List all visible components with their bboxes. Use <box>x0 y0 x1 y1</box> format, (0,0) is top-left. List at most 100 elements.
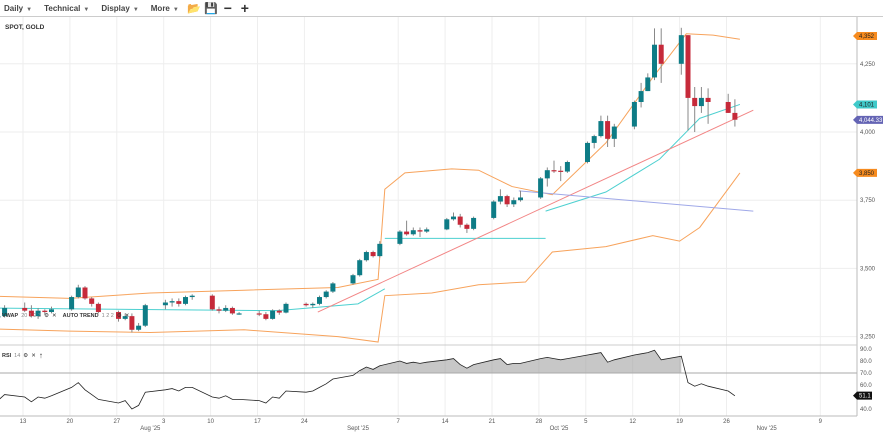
candle-down[interactable] <box>725 101 731 113</box>
candle-down[interactable] <box>605 121 611 139</box>
candle-up[interactable] <box>49 309 54 313</box>
candle-up[interactable] <box>544 170 550 179</box>
candle-down[interactable] <box>504 196 510 205</box>
close-icon[interactable]: ✕ <box>124 313 130 319</box>
candle-down[interactable] <box>176 301 182 304</box>
candle-up[interactable] <box>424 229 430 232</box>
candle-down[interactable] <box>216 309 222 311</box>
candle-up[interactable] <box>410 230 416 235</box>
gear-icon[interactable]: ⚙ <box>44 313 50 319</box>
candle-up[interactable] <box>323 291 329 298</box>
candle-up[interactable] <box>169 301 175 303</box>
candle-up[interactable] <box>518 197 523 201</box>
candle-down[interactable] <box>370 252 376 257</box>
candle-up[interactable] <box>451 216 456 220</box>
menu-daily[interactable]: Daily ▼ <box>4 4 32 13</box>
menu-display[interactable]: Display ▼ <box>101 4 138 13</box>
zoom-in-icon[interactable]: + <box>240 0 249 16</box>
rsi-tick-label: 40.0 <box>860 407 872 413</box>
candle-up[interactable] <box>317 297 322 304</box>
candle-down[interactable] <box>558 170 564 172</box>
candle-down[interactable] <box>256 313 262 315</box>
candle-up[interactable] <box>330 283 336 292</box>
candle-down[interactable] <box>129 316 135 330</box>
candle-up[interactable] <box>564 162 570 172</box>
zoom-out-icon[interactable]: − <box>223 0 232 16</box>
candle-down[interactable] <box>89 298 95 304</box>
candle-down[interactable] <box>417 230 423 232</box>
candle-up[interactable] <box>35 310 41 317</box>
candle-down[interactable] <box>692 97 698 107</box>
candle-up[interactable] <box>350 275 356 284</box>
candle-up[interactable] <box>611 126 617 139</box>
candle-up[interactable] <box>310 303 316 306</box>
candle-up[interactable] <box>652 44 657 78</box>
month-label: Nov '25 <box>757 426 778 432</box>
candle-up[interactable] <box>136 325 142 330</box>
candle-up[interactable] <box>223 307 229 311</box>
candle-up[interactable] <box>357 260 363 276</box>
candle-down[interactable] <box>303 303 309 306</box>
candle-down[interactable] <box>42 310 48 313</box>
candle-up[interactable] <box>678 35 684 64</box>
candle-up[interactable] <box>69 297 75 310</box>
candle-up[interactable] <box>162 302 168 306</box>
rsi-overbought-fill <box>359 350 682 373</box>
candle-down[interactable] <box>263 314 269 319</box>
gear-icon[interactable]: ⚙ <box>23 352 29 359</box>
candle-down[interactable] <box>82 287 88 299</box>
save-icon[interactable]: 💾 <box>203 2 218 15</box>
folder-open-icon[interactable]: 📂 <box>186 2 201 15</box>
close-icon[interactable]: ✕ <box>31 352 36 359</box>
menu-label: Display <box>101 3 130 13</box>
candle-up[interactable] <box>598 121 604 137</box>
candle-down[interactable] <box>116 312 121 319</box>
candle-up[interactable] <box>283 303 289 313</box>
candle-up[interactable] <box>631 101 637 127</box>
candle-down[interactable] <box>551 170 557 172</box>
close-icon[interactable]: ✕ <box>52 313 57 319</box>
candle-down[interactable] <box>95 303 101 313</box>
candle-up[interactable] <box>471 217 477 229</box>
candle-down[interactable] <box>705 97 711 102</box>
candle-up[interactable] <box>270 310 276 319</box>
candle-up[interactable] <box>397 231 403 244</box>
candle-up[interactable] <box>585 142 590 163</box>
candle-up[interactable] <box>511 200 517 205</box>
candle-down[interactable] <box>229 307 235 314</box>
menu-more[interactable]: More ▼ <box>151 4 179 13</box>
menu-technical[interactable]: Technical ▼ <box>44 4 89 13</box>
candle-up[interactable] <box>444 219 450 230</box>
candle-up[interactable] <box>638 91 644 102</box>
candle-down[interactable] <box>404 231 410 235</box>
candle-up[interactable] <box>236 313 242 315</box>
candle-down[interactable] <box>28 310 34 317</box>
candle-down[interactable] <box>732 112 738 120</box>
candle-up[interactable] <box>122 316 128 319</box>
candle-up[interactable] <box>591 136 597 143</box>
candle-up[interactable] <box>698 97 704 107</box>
candle-down[interactable] <box>464 224 470 229</box>
candle-up[interactable] <box>538 178 544 198</box>
candle-up[interactable] <box>2 307 8 317</box>
candle-up[interactable] <box>491 201 497 218</box>
gear-icon[interactable]: ⚙ <box>116 313 122 319</box>
candle-up[interactable] <box>142 305 148 326</box>
candle-up[interactable] <box>377 243 383 257</box>
candle-down[interactable] <box>658 44 664 64</box>
candle-down[interactable] <box>685 35 691 98</box>
arrow-up-icon[interactable]: ↑ <box>38 351 43 360</box>
rsi-legend: RSI 14 ⚙ ✕ ↑ <box>2 351 43 360</box>
candle-down[interactable] <box>22 307 28 311</box>
candle-up[interactable] <box>645 77 651 92</box>
candle-down[interactable] <box>209 295 215 310</box>
candle-down[interactable] <box>276 310 282 313</box>
candle-up[interactable] <box>497 196 503 202</box>
candle-up[interactable] <box>189 295 195 298</box>
time-tick-label: 7 <box>397 419 401 425</box>
candle-up[interactable] <box>75 287 81 298</box>
candle-down[interactable] <box>457 216 463 225</box>
candle-up[interactable] <box>183 297 188 304</box>
candle-up[interactable] <box>363 252 369 261</box>
